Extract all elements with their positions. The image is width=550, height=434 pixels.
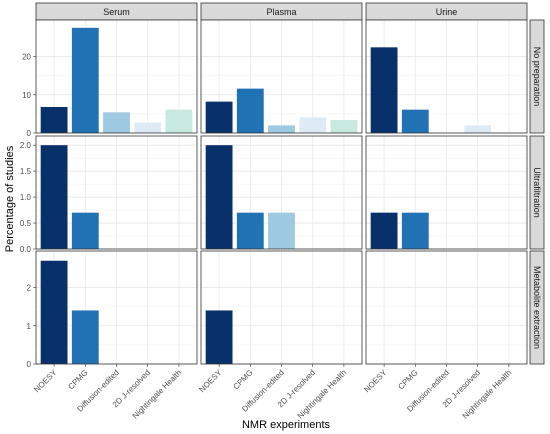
strip-label-urine: Urine: [436, 7, 458, 17]
y-axis-title: Percentage of studies: [4, 145, 16, 252]
facet-panels: [35, 19, 528, 365]
x-tick-label: CPMG: [396, 368, 419, 391]
panel-border: [365, 19, 528, 134]
x-tick-label: CPMG: [231, 368, 254, 391]
y-tick-label: 1: [27, 322, 32, 331]
bar-plasma-no-preparation-cpmg: [236, 88, 264, 133]
bar-urine-no-preparation-cpmg: [401, 109, 429, 133]
strip-no-preparation: [529, 19, 545, 134]
strip-label-no-preparation: No preparation: [532, 47, 542, 107]
bar-plasma-no-preparation-nightingale-health: [330, 119, 358, 133]
bar-urine-ultrafiltration-cpmg: [401, 212, 429, 249]
strip-label-plasma: Plasma: [266, 7, 296, 17]
y-tick-label: 2: [27, 284, 32, 293]
y-tick-label: 0: [27, 129, 32, 138]
x-tick-label: NOESY: [32, 368, 59, 395]
bar-plasma-no-preparation-2d-j-resolved: [299, 117, 327, 133]
panel-urine-metabolite-extraction: [365, 250, 528, 365]
bar-serum-no-preparation-noesy: [40, 106, 68, 133]
y-tick-label: 2.0: [20, 141, 32, 150]
strip-metabolite-extraction: [529, 250, 545, 365]
panel-border: [35, 19, 198, 134]
x-tick-label: CPMG: [66, 368, 89, 391]
panel-urine-ultrafiltration: [365, 135, 528, 250]
bar-serum-ultrafiltration-noesy: [40, 145, 68, 249]
y-tick-label: 0.0: [20, 245, 32, 254]
bar-serum-ultrafiltration-cpmg: [71, 212, 99, 249]
bar-urine-no-preparation-noesy: [370, 47, 398, 133]
y-tick-label: 0: [27, 360, 32, 369]
row-strips: No preparation Ultrafiltration Metabolite …: [529, 19, 545, 365]
bar-plasma-ultrafiltration-diffusion-edited: [268, 212, 295, 249]
panel-plasma-no-preparation: [200, 19, 363, 134]
panel-plasma-ultrafiltration: [200, 135, 363, 250]
x-tick-label: NOESY: [197, 368, 224, 395]
bar-urine-ultrafiltration-noesy: [370, 212, 398, 249]
strip-label-ultrafiltration: Ultrafiltration: [532, 167, 542, 218]
bar-serum-no-preparation-2d-j-resolved: [134, 122, 162, 133]
panel-plasma-metabolite-extraction: [200, 250, 363, 365]
strip-label-serum: Serum: [103, 7, 130, 17]
strip-ultrafiltration: [529, 135, 545, 250]
panel-serum-metabolite-extraction: [35, 250, 198, 365]
panel-serum-no-preparation: [35, 19, 198, 134]
y-tick-label: 1.5: [20, 167, 32, 176]
bar-serum-no-preparation-nightingale-health: [165, 109, 193, 133]
y-tick-label: 1.0: [20, 193, 32, 202]
bar-serum-no-preparation-cpmg: [71, 27, 99, 133]
bar-plasma-no-preparation-diffusion-edited: [268, 125, 295, 133]
y-tick-label: 0.5: [20, 219, 32, 228]
bar-serum-no-preparation-diffusion-edited: [103, 112, 130, 133]
column-strips: Serum Plasma Urine: [35, 2, 528, 21]
bar-plasma-ultrafiltration-noesy: [205, 145, 233, 249]
bar-serum-metabolite-extraction-noesy: [40, 260, 68, 364]
panel-serum-ultrafiltration: [35, 135, 198, 250]
y-tick-label: 10: [22, 91, 31, 100]
bar-serum-metabolite-extraction-cpmg: [71, 310, 99, 364]
x-tick-label: NOESY: [362, 368, 389, 395]
panel-border: [35, 135, 198, 250]
panel-border: [365, 135, 528, 250]
bar-urine-no-preparation-2d-j-resolved: [464, 125, 492, 133]
bar-plasma-metabolite-extraction-noesy: [205, 310, 233, 364]
panel-border: [200, 19, 363, 134]
bar-plasma-no-preparation-noesy: [205, 101, 233, 133]
panel-border: [200, 135, 363, 250]
y-tick-label: 20: [22, 53, 31, 62]
bar-plasma-ultrafiltration-cpmg: [236, 212, 264, 249]
panel-urine-no-preparation: [365, 19, 528, 134]
x-axis-title: NMR experiments: [242, 419, 331, 431]
y-axis-ticks: 0 10 20 0.0 0.5 1.0 1.5 2.0 0 1 2: [20, 53, 36, 369]
strip-label-metabolite-extraction: Metabolite extraction: [532, 266, 542, 349]
